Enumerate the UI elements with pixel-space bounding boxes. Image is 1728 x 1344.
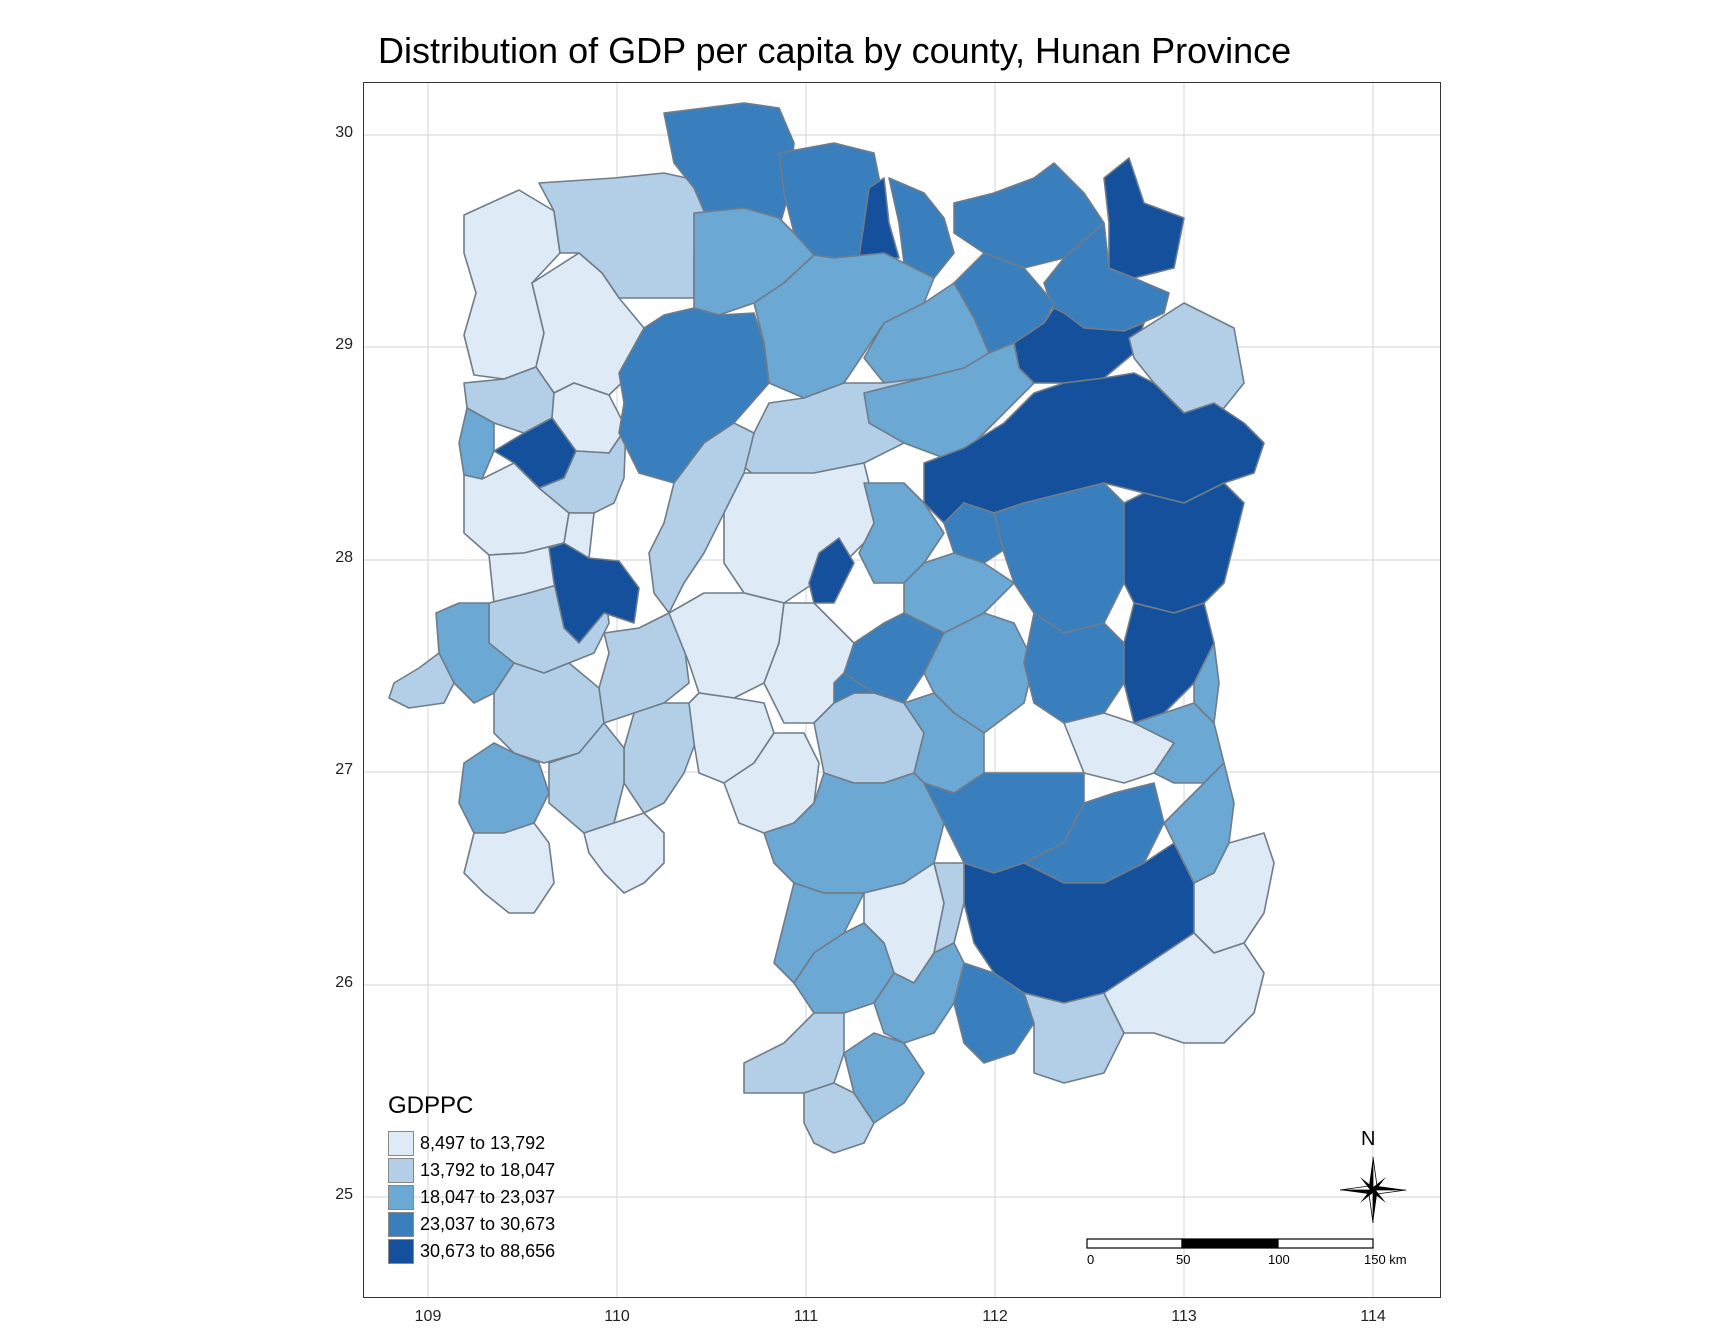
x-tick-label: 111 <box>793 1308 819 1325</box>
county-polygons <box>388 102 1275 1154</box>
x-tick-label: 112 <box>982 1308 1008 1325</box>
county-region <box>538 172 710 299</box>
legend-swatch <box>388 1185 414 1210</box>
legend-label: 18,047 to 23,037 <box>420 1187 556 1207</box>
legend-swatch <box>388 1158 414 1183</box>
county-region <box>858 177 900 259</box>
county-region <box>548 542 640 644</box>
legend-item: 18,047 to 23,037 <box>388 1184 628 1211</box>
legend-item: 23,037 to 30,673 <box>388 1211 628 1238</box>
county-region <box>863 342 1035 459</box>
legend-swatch <box>388 1131 414 1156</box>
county-region <box>808 537 855 604</box>
county-region <box>1103 157 1185 279</box>
map-panel <box>363 82 1441 1298</box>
county-region <box>723 462 875 604</box>
county-region <box>583 812 665 894</box>
x-tick-label: 114 <box>1360 1308 1386 1325</box>
compass-rose-icon <box>1339 1156 1407 1224</box>
county-region <box>743 1012 845 1094</box>
north-label: N <box>1361 1128 1376 1150</box>
county-region <box>1023 612 1125 724</box>
county-region <box>648 422 755 614</box>
county-region <box>618 307 770 484</box>
legend-label: 30,673 to 88,656 <box>420 1241 556 1261</box>
legend-label: 13,792 to 18,047 <box>420 1160 556 1180</box>
y-tick-label: 26 <box>335 974 353 991</box>
county-region <box>463 822 555 914</box>
county-region <box>1103 932 1265 1044</box>
scale-tick-label: 100 <box>1268 1252 1290 1267</box>
y-tick-label: 30 <box>335 124 353 141</box>
legend-label: 8,497 to 13,792 <box>420 1133 546 1153</box>
county-region <box>1123 602 1215 724</box>
county-region <box>388 652 455 709</box>
x-tick-label: 109 <box>414 1308 442 1325</box>
county-region <box>623 702 700 814</box>
x-tick-label: 110 <box>604 1308 630 1325</box>
legend-title: GDPPC <box>388 1092 474 1119</box>
scale-bar <box>1086 1238 1374 1249</box>
legend-item: 13,792 to 18,047 <box>388 1157 628 1184</box>
legend-item: 8,497 to 13,792 <box>388 1130 628 1157</box>
legend-label: 23,037 to 30,673 <box>420 1214 556 1234</box>
county-region <box>723 732 820 834</box>
county-region <box>888 177 955 279</box>
county-region <box>1193 642 1220 724</box>
county-region <box>1123 482 1245 614</box>
county-region <box>1128 302 1245 414</box>
county-region <box>538 427 627 514</box>
county-region <box>548 722 625 834</box>
y-tick-label: 29 <box>335 336 353 353</box>
county-region <box>663 102 795 229</box>
legend-item: 30,673 to 88,656 <box>388 1238 628 1265</box>
county-region <box>843 1032 925 1124</box>
scale-tick-label: 50 <box>1176 1252 1191 1267</box>
county-region <box>763 602 855 724</box>
y-tick-label: 28 <box>335 549 353 566</box>
legend-swatch <box>388 1212 414 1237</box>
scale-tick-label: 150 km <box>1364 1252 1407 1267</box>
map-canvas <box>364 83 1440 1297</box>
scale-tick-label: 0 <box>1087 1252 1095 1267</box>
legend-swatch <box>388 1239 414 1264</box>
x-tick-label: 113 <box>1171 1308 1197 1325</box>
county-region <box>833 672 875 704</box>
county-region <box>458 742 550 834</box>
county-region <box>993 482 1135 634</box>
legend: GDPPC 8,497 to 13,792 13,792 to 18,047 1… <box>388 1092 628 1265</box>
y-tick-label: 27 <box>335 761 353 778</box>
map-title: Distribution of GDP per capita by county… <box>378 30 1292 71</box>
county-region <box>803 1082 875 1154</box>
y-tick-label: 25 <box>335 1186 353 1203</box>
county-region <box>1023 992 1125 1084</box>
